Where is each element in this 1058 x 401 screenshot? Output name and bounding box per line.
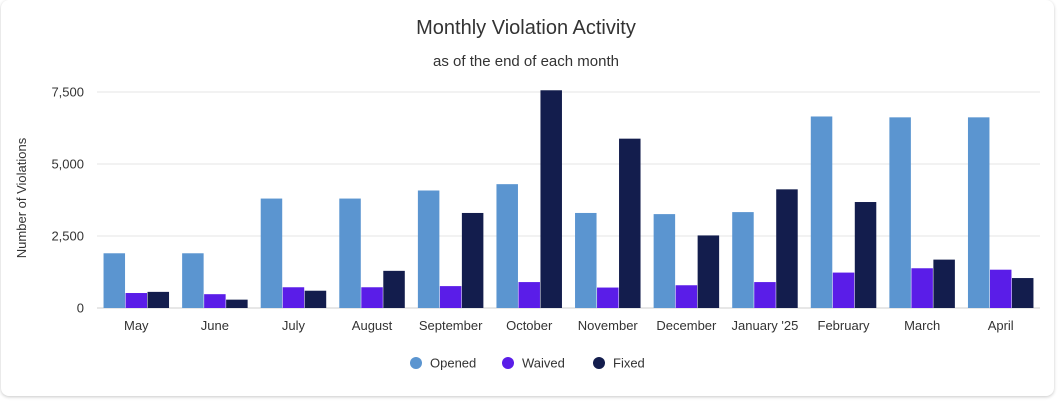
legend-item-fixed[interactable]: Fixed	[593, 356, 645, 371]
y-tick-label: 5,000	[51, 157, 84, 172]
bar-fixed[interactable]	[854, 202, 877, 308]
x-tick-label: January '25	[732, 318, 799, 333]
bar-opened[interactable]	[260, 198, 283, 308]
bar-opened[interactable]	[417, 190, 440, 309]
x-tick-label: February	[818, 318, 871, 333]
y-axis-label: Number of Violations	[14, 137, 29, 258]
x-tick-label: December	[656, 318, 717, 333]
bar-fixed[interactable]	[697, 235, 720, 308]
bar-opened[interactable]	[889, 117, 911, 308]
bar-waived[interactable]	[361, 287, 383, 308]
legend-item-waived[interactable]: Waived	[502, 356, 565, 371]
bar-waived[interactable]	[754, 282, 776, 308]
bar-fixed[interactable]	[1011, 278, 1034, 308]
x-tick-label: August	[352, 318, 393, 333]
bar-waived[interactable]	[597, 287, 619, 308]
x-tick-label: April	[988, 318, 1014, 333]
y-tick-label: 0	[77, 301, 84, 316]
bar-fixed[interactable]	[147, 291, 170, 308]
chart-title: Monthly Violation Activity	[416, 17, 636, 39]
x-tick-label: June	[201, 318, 229, 333]
legend-swatch	[410, 357, 422, 369]
bar-waived[interactable]	[675, 285, 698, 308]
bar-opened[interactable]	[103, 253, 126, 308]
bar-opened[interactable]	[653, 214, 676, 308]
bar-opened[interactable]	[182, 253, 204, 308]
bar-fixed[interactable]	[619, 138, 641, 308]
x-tick-label: October	[506, 318, 553, 333]
bar-fixed[interactable]	[461, 212, 484, 308]
bar-waived[interactable]	[911, 268, 933, 308]
legend-item-opened[interactable]: Opened	[410, 356, 476, 371]
legend-label: Fixed	[613, 356, 645, 371]
bar-waived[interactable]	[989, 269, 1012, 308]
bar-waived[interactable]	[204, 294, 226, 308]
bar-waived[interactable]	[125, 293, 148, 308]
bar-opened[interactable]	[339, 198, 361, 308]
bar-opened[interactable]	[732, 212, 754, 308]
bar-waived[interactable]	[832, 272, 855, 308]
x-tick-label: September	[419, 318, 483, 333]
legend-label: Waived	[522, 356, 565, 371]
bar-fixed[interactable]	[304, 290, 327, 308]
x-tick-label: July	[282, 318, 306, 333]
bar-opened[interactable]	[967, 117, 990, 308]
x-tick-label: November	[578, 318, 639, 333]
bar-fixed[interactable]	[540, 90, 562, 309]
bar-opened[interactable]	[496, 184, 518, 308]
bar-opened[interactable]	[575, 212, 597, 308]
y-tick-label: 7,500	[51, 85, 84, 100]
bar-opened[interactable]	[810, 116, 833, 308]
bar-fixed[interactable]	[776, 189, 798, 308]
legend-swatch	[593, 357, 605, 369]
bar-waived[interactable]	[439, 286, 462, 308]
bar-fixed[interactable]	[383, 270, 405, 308]
legend-label: Opened	[430, 356, 476, 371]
bar-waived[interactable]	[518, 282, 540, 308]
y-tick-label: 2,500	[51, 229, 84, 244]
x-tick-label: May	[124, 318, 149, 333]
bar-fixed[interactable]	[226, 299, 248, 308]
x-tick-label: March	[904, 318, 940, 333]
legend-swatch	[502, 357, 514, 369]
bar-fixed[interactable]	[933, 259, 955, 308]
chart-subtitle: as of the end of each month	[433, 53, 619, 70]
bar-waived[interactable]	[282, 287, 305, 308]
